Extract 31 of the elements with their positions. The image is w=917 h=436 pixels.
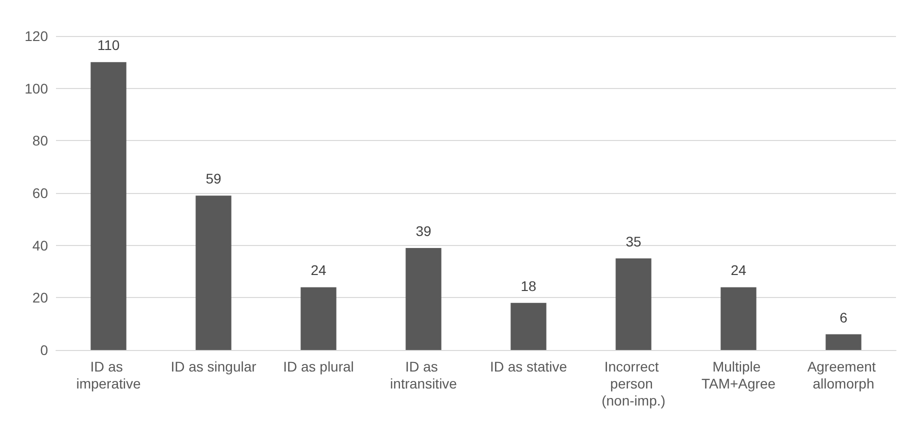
- data-label: 59: [206, 170, 222, 187]
- x-tick-label: Incorrect person (non-imp.): [602, 358, 666, 408]
- x-tick-label: ID as plural: [283, 358, 354, 374]
- data-label: 39: [416, 222, 432, 239]
- data-label: 35: [626, 233, 642, 250]
- y-tick-label: 100: [24, 80, 48, 96]
- x-tick-label: ID as singular: [170, 358, 257, 374]
- y-tick-label: 0: [40, 342, 48, 358]
- x-tick-label: Multiple TAM+Agree: [701, 358, 776, 392]
- bar: [406, 248, 442, 350]
- bar: [616, 258, 652, 350]
- y-tick-label: 120: [24, 28, 48, 44]
- y-tick-label: 40: [32, 237, 48, 254]
- y-tick-label: 80: [32, 132, 48, 149]
- x-tick-label: Agreement allomorph: [807, 358, 880, 392]
- data-label: 24: [310, 262, 326, 278]
- bar: [720, 287, 756, 350]
- bar: [196, 196, 232, 350]
- data-label: 18: [520, 278, 536, 294]
- y-tick-label: 20: [32, 290, 48, 306]
- x-tick-label: ID as stative: [490, 358, 568, 374]
- x-tick-label: ID as imperative: [76, 358, 141, 392]
- x-tick-label: ID as intransitive: [390, 358, 458, 392]
- data-label: 6: [840, 309, 848, 326]
- bar: [90, 62, 126, 350]
- bar: [300, 287, 336, 350]
- bar: [826, 334, 862, 350]
- y-tick-label: 60: [32, 185, 48, 201]
- data-label: 24: [730, 262, 746, 278]
- data-label: 110: [97, 37, 120, 54]
- bar: [510, 302, 546, 350]
